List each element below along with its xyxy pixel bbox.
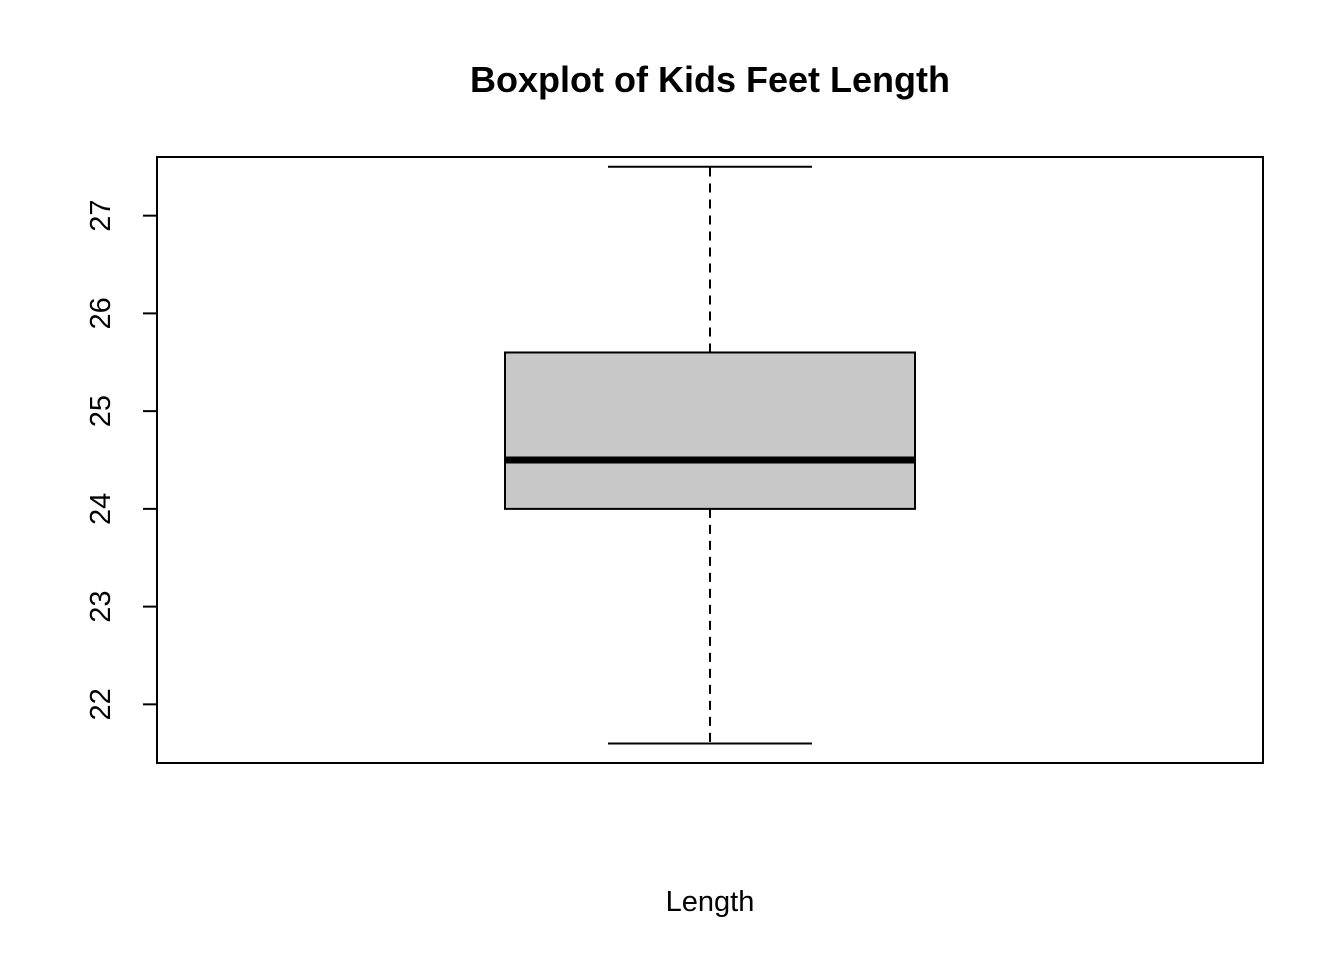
y-tick-label: 27 — [85, 200, 117, 232]
y-tick-label: 26 — [85, 297, 117, 329]
iqr-box — [504, 351, 916, 510]
y-tick-label: 22 — [85, 688, 117, 720]
box-group — [504, 165, 916, 745]
y-axis: 22 23 24 25 26 27 — [85, 200, 158, 720]
y-tick-label: 23 — [85, 590, 117, 622]
y-tick-label: 24 — [85, 493, 117, 525]
chart-title: Boxplot of Kids Feet Length — [470, 59, 950, 100]
y-tick-label: 25 — [85, 395, 117, 427]
x-axis-label: Length — [666, 886, 755, 918]
